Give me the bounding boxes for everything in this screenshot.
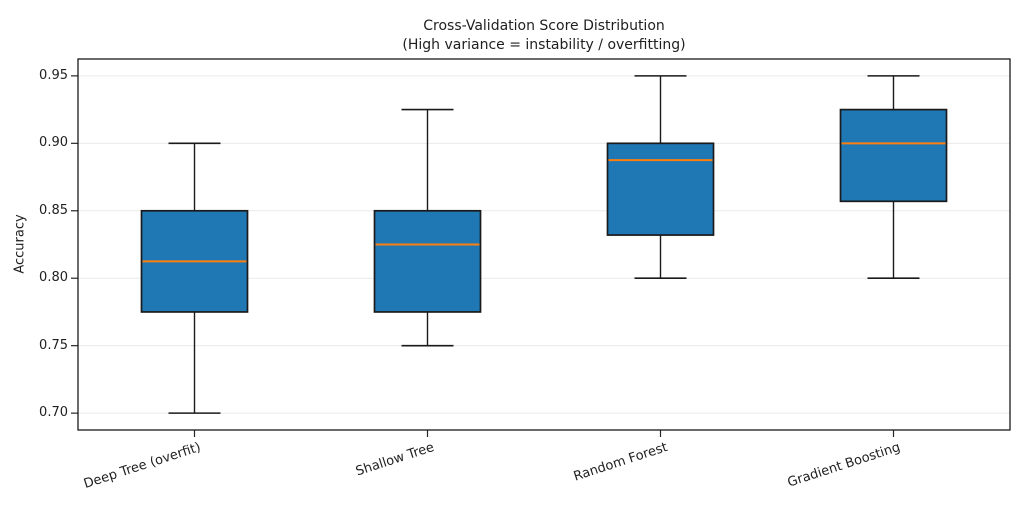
y-tick-label: 0.90 <box>39 135 68 151</box>
axes-frame <box>77 58 1011 431</box>
box-3 <box>606 142 715 236</box>
box-2 <box>373 209 482 313</box>
y-tick-label: 0.80 <box>39 270 68 286</box>
chart-subtitle: (High variance = instability / overfitti… <box>402 37 686 53</box>
y-tick-label: 0.95 <box>39 67 68 83</box>
y-axis-label: Accuracy <box>12 214 28 274</box>
y-tick-label: 0.70 <box>39 405 68 421</box>
box-4 <box>839 108 948 203</box>
chart-title: Cross-Validation Score Distribution <box>423 18 665 34</box>
y-tick-label: 0.75 <box>39 337 68 353</box>
y-tick-label: 0.85 <box>39 202 68 218</box>
